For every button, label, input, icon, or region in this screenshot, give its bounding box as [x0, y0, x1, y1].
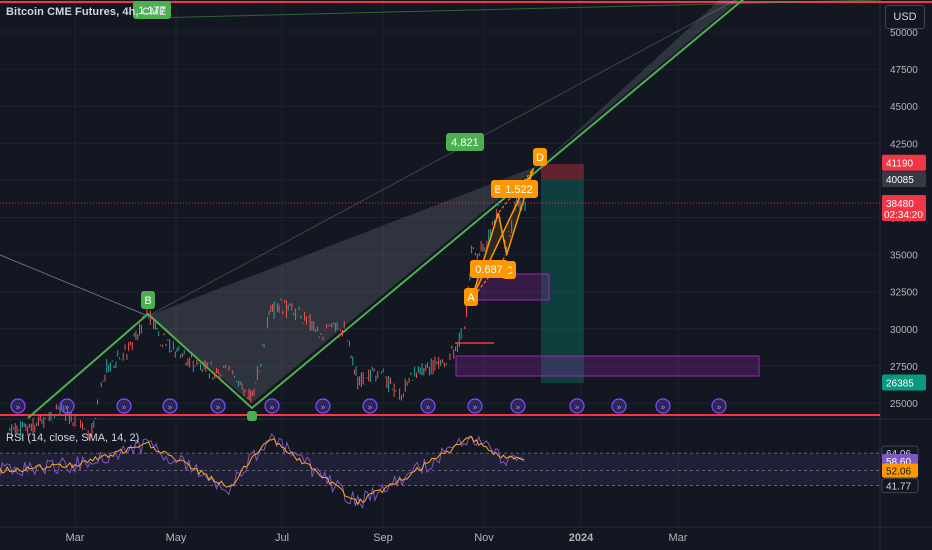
rsi-pane [0, 420, 880, 528]
price-tag: 26385 [886, 378, 914, 389]
pattern-ratio-1522: 1.522 [505, 184, 533, 196]
rsi-tag: 41.77 [886, 482, 911, 493]
x-tick-label: Jul [275, 532, 289, 544]
x-tick-label: Mar [669, 532, 688, 544]
event-icon [420, 398, 436, 414]
event-icon [711, 398, 727, 414]
y-tick-label: 42500 [890, 139, 918, 150]
green-label-1177-bg [133, 1, 171, 19]
price-tag-bg [882, 194, 926, 221]
x-tick-label: 2024 [569, 532, 594, 544]
event-icon-glyph: » [717, 403, 722, 412]
event-icon [362, 398, 378, 414]
event-icon [116, 398, 132, 414]
price-tag: 40085 [886, 175, 914, 186]
price-tag: 38480 [886, 199, 914, 210]
pattern-point-d: D [536, 152, 544, 164]
event-icon-glyph: » [168, 403, 173, 412]
green-label-1177: 1.177 [138, 5, 166, 17]
event-icon-glyph: » [270, 403, 275, 412]
event-icon-glyph: » [661, 403, 666, 412]
rsi-tag: 58.60 [886, 457, 911, 468]
event-icon-glyph: » [617, 403, 622, 412]
pattern-point-b-left: B [144, 295, 151, 307]
price-tag-bg [882, 154, 926, 171]
rsi-tag: 52.06 [886, 467, 911, 478]
price-tag-bg [882, 171, 926, 188]
channel-fill [0, 0, 739, 403]
event-icon-glyph: » [426, 403, 431, 412]
price-tag-countdown: 02:34:20 [884, 210, 923, 221]
green-label-4821-bg [446, 133, 484, 151]
chart-title: Bitcoin CME Futures, 4h, CME [6, 6, 167, 18]
currency-selector[interactable]: USD [885, 5, 925, 29]
event-icon [655, 398, 671, 414]
pattern-point-b: B [494, 184, 501, 196]
event-icon-glyph: » [16, 403, 21, 412]
pattern-point-d-bg [533, 148, 547, 166]
y-tick-label: 32500 [890, 288, 918, 299]
y-tick-label: 30000 [890, 325, 918, 336]
channel-upper-edge [147, 0, 737, 317]
y-tick-label: 50000 [890, 28, 918, 39]
pattern-ratio-0687: 0.687 [475, 264, 503, 276]
rsi-tag-bg [882, 463, 918, 478]
pattern-point-b-left-bg [141, 291, 155, 309]
event-icon-glyph: » [122, 403, 127, 412]
x-tick-label: Nov [474, 532, 494, 544]
stop-zone [541, 164, 584, 180]
event-icon [264, 398, 280, 414]
pattern-point-c: C [505, 265, 513, 277]
x-tick-label: Mar [66, 532, 85, 544]
event-icon-glyph: » [321, 403, 326, 412]
event-icon [467, 398, 483, 414]
green-label-4821: 4.821 [451, 137, 479, 149]
pattern-ratio-0687-bg [470, 260, 508, 278]
target-zone [541, 180, 584, 383]
channel-edge [0, 254, 149, 317]
y-tick-label: 25000 [890, 399, 918, 410]
rsi-tag-bg [881, 478, 919, 494]
rsi-line [0, 433, 525, 510]
x-tick-label: May [166, 532, 187, 544]
y-tick-label: 47500 [890, 65, 918, 76]
event-icon-glyph: » [65, 403, 70, 412]
event-icon [10, 398, 26, 414]
pattern-point-a-bg [464, 288, 478, 306]
event-icon-glyph: » [516, 403, 521, 412]
event-icon-glyph: » [575, 403, 580, 412]
pattern-point-a: A [467, 292, 475, 304]
rsi-sma-line [0, 435, 525, 506]
event-icon-glyph: » [368, 403, 373, 412]
price-tag-bg [882, 374, 926, 391]
y-tick-label: 27500 [890, 362, 918, 373]
event-icon [210, 398, 226, 414]
event-icon [315, 398, 331, 414]
green-thin-line [149, 0, 881, 19]
event-icon [162, 398, 178, 414]
rsi-title: RSI (14, close, SMA, 14, 2) [6, 432, 140, 444]
y-tick-label: 35000 [890, 251, 918, 262]
event-icon [569, 398, 585, 414]
event-icon-glyph: » [473, 403, 478, 412]
price-pane [0, 0, 880, 418]
x-tick-label: Sep [373, 532, 393, 544]
event-icon [510, 398, 526, 414]
event-icon [611, 398, 627, 414]
event-icon [59, 398, 75, 414]
purple-box [455, 355, 760, 377]
y-tick-label: 45000 [890, 102, 918, 113]
price-tag: 41190 [886, 159, 914, 170]
event-icon-glyph: » [216, 403, 221, 412]
pattern-point-c-left-marker [247, 411, 257, 421]
pattern-ratio-1522-bg [500, 180, 538, 198]
